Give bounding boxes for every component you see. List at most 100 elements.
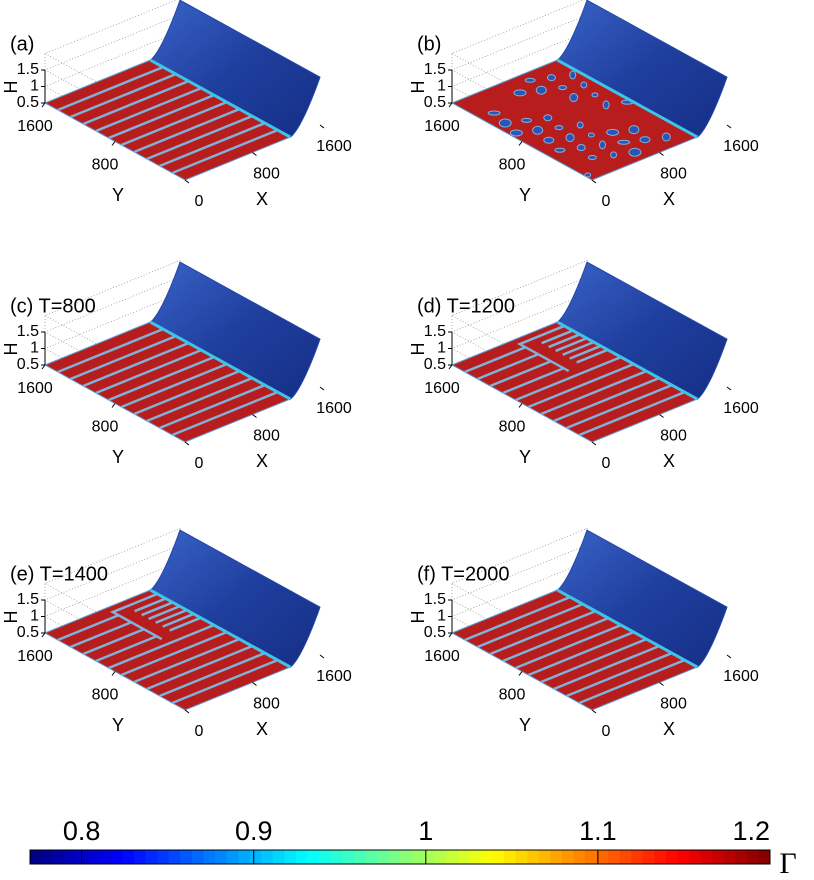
colorbar-cell [307,850,320,864]
colorbar-cell [145,850,158,864]
colorbar-cell [122,850,135,864]
drop [509,129,523,137]
x-tick-label: 1600 [316,400,352,417]
y-tick-label: 800 [92,687,119,704]
y-tick-label: 800 [92,157,119,174]
z-tick-label: 1.5 [17,591,39,608]
panel: (b) 0.511.5 H 800 1600 Y 0 800 1600 X [408,0,759,210]
colorbar-cell [608,850,621,864]
tick-mark [448,102,453,108]
x-tick-label: 0 [602,193,611,210]
ridge-foot [556,320,699,401]
colorbar-cell [434,850,447,864]
y-tick-label: 800 [499,419,526,436]
stripe [516,324,570,373]
colorbar-cell [134,850,147,864]
y-tick-label: 1600 [17,648,53,665]
x-axis-label: X [256,451,268,471]
drop [513,89,527,97]
y-axis-label: Y [519,715,531,735]
tick-mark [319,654,325,659]
stripe [553,376,660,423]
y-axis-label: Y [519,185,531,205]
panel: (d) T=1200 0.511.5 H 800 1600 Y 0 800 1600 X [408,259,759,472]
colorbar-cell [284,850,297,864]
x-axis-label: X [256,719,268,739]
x-axis-label: X [663,719,675,739]
drop [639,136,651,144]
x-tick-label: 0 [602,455,611,472]
colorbar-cell [515,850,528,864]
colorbar-cell [480,850,493,864]
colorbar-cell [735,850,748,864]
drop [554,147,566,153]
drop [554,125,564,131]
colorbar-tick-label: 1.2 [732,816,770,846]
tick-mark [111,141,116,146]
x-axis-label: X [663,189,675,209]
drop [606,128,620,136]
stripe [82,341,189,388]
x-tick-label: 800 [660,428,687,445]
ridge [149,529,321,668]
z-tick-label: 1 [437,340,446,357]
colorbar-cell [538,850,551,864]
stripe [578,390,686,437]
z-tick-label: 1 [30,608,39,625]
colorbar-cell [295,850,308,864]
tick-mark [726,124,732,129]
colorbar-cell [76,850,89,864]
colorbar-cell [330,850,343,864]
stripe [108,93,215,140]
tick-mark [184,709,190,714]
drop [543,136,555,144]
z-tick-label: 1.5 [17,61,39,78]
finger [155,608,188,624]
stripe [133,107,240,154]
colorbar-cell [446,850,459,864]
colorbar-cell [376,850,389,864]
colorbar-cell [411,850,424,864]
z-tick-label: 1.5 [424,591,446,608]
y-tick-label: 1600 [17,380,53,397]
drop [628,125,640,135]
stripe [540,369,647,416]
colorbar-cell [180,850,193,864]
panel: (e) T=1400 0.511.5 H 800 1600 Y 0 800 1600 X [1,527,352,740]
z-axis-label: H [408,611,428,624]
stripe [171,390,279,437]
ridge-foot [149,58,292,139]
stripe [515,355,622,402]
drop [498,118,512,128]
z-tick-label: 1.5 [424,323,446,340]
colorbar-cell [261,850,274,864]
colorbar-cell [342,850,355,864]
drop [576,121,584,129]
stripe [95,348,202,395]
colorbar-tick-label: 0.8 [63,816,101,846]
panel-label: (c) T=800 [10,295,96,317]
ridge [556,261,728,400]
colorbar-cell [469,850,482,864]
colorbar-cell [619,850,632,864]
x-tick-label: 1600 [316,138,352,155]
colorbar-cell [87,850,100,864]
stripe [146,644,253,691]
z-axis-label: H [408,343,428,356]
colorbar-cell [157,850,170,864]
stripe [82,628,145,656]
colorbar-cell [30,850,43,864]
y-tick-label: 1600 [424,118,460,135]
colorbar-cell [238,850,251,864]
stripe [133,637,240,684]
ridge [556,529,728,668]
stripe [95,86,202,133]
colorbar-cell [492,850,505,864]
y-axis-label: Y [112,447,124,467]
z-tick-label: 1 [30,340,39,357]
colorbar-tick-label: 1 [418,816,433,846]
y-axis-label: Y [112,185,124,205]
y-tick-label: 1600 [17,118,53,135]
z-axis-label: H [408,81,428,94]
